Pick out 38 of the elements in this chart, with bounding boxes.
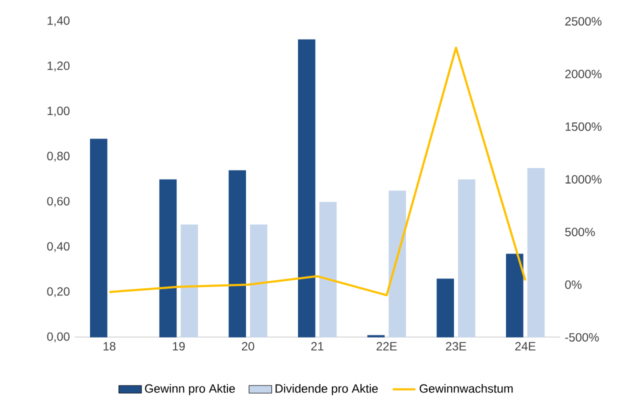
bar xyxy=(228,170,246,338)
line-series xyxy=(108,46,526,296)
bar xyxy=(506,254,524,338)
bar xyxy=(388,190,406,338)
y-tick-label: 0,60 xyxy=(47,197,70,207)
y-tick-label: 0,40 xyxy=(47,242,70,252)
bar xyxy=(527,168,545,338)
y2-tick-label: 500% xyxy=(565,228,595,236)
x-tick-label: 19 xyxy=(172,342,185,351)
y-tick-label: 0,80 xyxy=(47,152,70,162)
bar xyxy=(90,138,108,338)
y-tick-label: 1,00 xyxy=(48,106,70,117)
bar xyxy=(180,224,198,338)
y-tick-label: 1,20 xyxy=(48,62,70,72)
legend-label: Gewinn pro Aktie xyxy=(145,384,235,396)
y-tick-label: 0,00 xyxy=(47,332,70,342)
bar xyxy=(436,278,454,338)
x-tick-label: 21 xyxy=(311,342,324,351)
y2-tick-label: 1000% xyxy=(566,175,602,184)
bar xyxy=(159,180,177,338)
y2-tick-label: 1500% xyxy=(566,122,602,132)
legend-label: Gewinnwachstum xyxy=(420,384,513,393)
x-tick-label: 18 xyxy=(104,342,116,351)
x-tick-label: 20 xyxy=(242,342,254,351)
x-tick-label: 22E xyxy=(376,342,397,351)
x-tick-label: 24E xyxy=(515,342,536,351)
y2-tick-label: 2000% xyxy=(565,70,602,78)
bar xyxy=(250,224,268,338)
bar xyxy=(458,180,476,338)
y-tick-label: 1,40 xyxy=(48,16,70,26)
y2-tick-label: -500% xyxy=(565,333,599,342)
x-tick-label: 23E xyxy=(446,342,466,351)
y-tick-label: 0,20 xyxy=(47,287,70,298)
bar xyxy=(298,40,316,338)
bar xyxy=(319,202,337,338)
y2-tick-label: 0% xyxy=(565,280,582,290)
y2-tick-label: 2500% xyxy=(565,17,602,26)
legend-label: Dividende pro Aktie xyxy=(276,384,378,396)
